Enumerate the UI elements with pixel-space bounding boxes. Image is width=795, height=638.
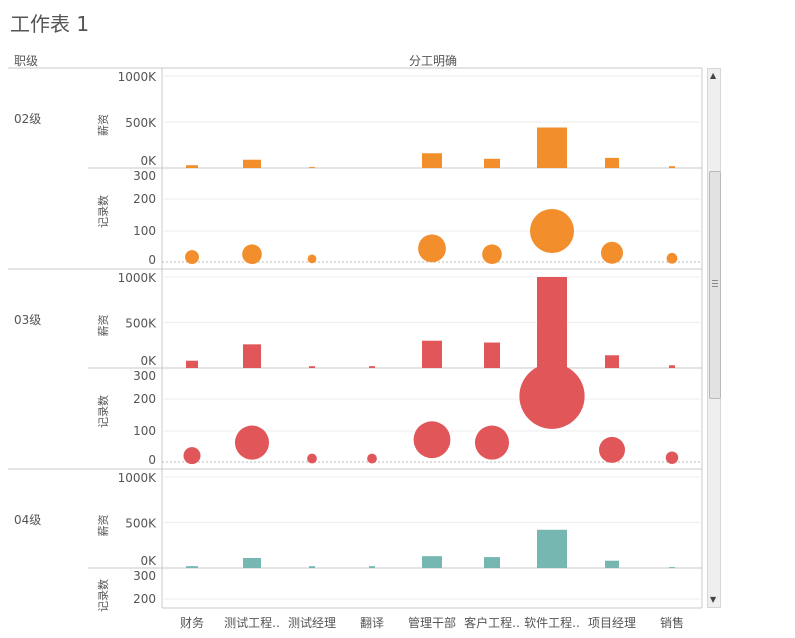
count-circle — [234, 425, 270, 460]
salary-bar — [309, 566, 315, 568]
count-circle — [482, 244, 502, 265]
count-circle — [418, 234, 446, 263]
count-circle — [242, 244, 262, 265]
salary-bar — [309, 167, 315, 168]
salary-axis-title: 薪资 — [97, 515, 110, 537]
count-tick-label: 0 — [148, 253, 156, 267]
salary-bar — [605, 355, 619, 368]
count-tick-label: 300 — [133, 569, 156, 583]
scroll-down-icon[interactable]: ▼ — [710, 595, 717, 604]
salary-bar — [186, 566, 198, 568]
count-circle — [474, 425, 510, 460]
count-tick-label: 200 — [133, 192, 156, 206]
count-circle — [519, 363, 585, 429]
salary-axis-title: 薪资 — [97, 315, 110, 337]
salary-bar — [369, 366, 375, 368]
scroll-thumb[interactable] — [709, 171, 721, 399]
salary-bar — [669, 166, 675, 168]
salary-bar — [537, 529, 567, 568]
salary-bar — [309, 366, 315, 368]
salary-tick-label: 1000K — [118, 70, 158, 84]
salary-tick-label: 500K — [125, 517, 157, 531]
count-circle — [307, 254, 317, 264]
count-tick-label: 100 — [133, 424, 156, 438]
x-label-8: 销售 — [659, 616, 684, 630]
count-circle — [183, 447, 201, 465]
x-label-7: 项目经理 — [587, 616, 636, 630]
scroll-up-icon[interactable]: ▲ — [710, 71, 717, 80]
salary-tick-label: 500K — [125, 116, 157, 130]
salary-bar — [484, 342, 500, 368]
count-tick-label: 200 — [133, 592, 156, 606]
count-tick-label: 100 — [133, 224, 156, 238]
salary-bar — [605, 157, 619, 168]
x-label-2: 测试经理 — [287, 616, 336, 630]
salary-bar — [243, 557, 261, 568]
salary-tick-label: 0K — [140, 154, 157, 168]
salary-bar — [537, 127, 567, 168]
salary-bar — [669, 365, 675, 368]
grip-line-icon — [712, 283, 718, 284]
count-circle — [601, 241, 623, 264]
x-label-0: 财务 — [179, 616, 204, 630]
salary-tick-label: 1000K — [118, 471, 158, 485]
salary-bar — [537, 277, 567, 368]
x-label-1: 测试工程.. — [224, 616, 280, 630]
salary-bar — [605, 560, 619, 568]
salary-bar — [186, 360, 198, 368]
row-label-02[interactable]: 02级 — [14, 112, 42, 126]
salary-bar — [484, 158, 500, 168]
salary-bar — [422, 340, 442, 368]
salary-bar — [186, 165, 198, 168]
salary-bar — [243, 159, 261, 168]
grip-line-icon — [712, 286, 718, 287]
salary-axis-title: 薪资 — [97, 114, 110, 136]
salary-bar — [369, 566, 375, 568]
salary-bar — [422, 556, 442, 568]
salary-tick-label: 0K — [140, 354, 157, 368]
x-label-5: 客户工程.. — [464, 616, 520, 630]
grip-line-icon — [712, 280, 718, 281]
count-axis-title: 记录数 — [97, 395, 110, 428]
count-circle — [666, 252, 678, 264]
salary-bar — [669, 567, 675, 568]
count-tick-label: 300 — [133, 369, 156, 383]
row-label-03[interactable]: 03级 — [14, 313, 42, 327]
salary-tick-label: 500K — [125, 317, 157, 331]
count-circle — [665, 451, 679, 464]
salary-tick-label: 1000K — [118, 271, 158, 285]
salary-bar — [484, 557, 500, 568]
salary-bar — [422, 153, 442, 168]
x-label-4: 管理干部 — [407, 616, 456, 630]
count-axis-title: 记录数 — [97, 579, 110, 612]
row-dimension-header[interactable]: 职级 — [14, 54, 39, 68]
count-axis-title: 记录数 — [97, 195, 110, 228]
row-label-04[interactable]: 04级 — [14, 513, 42, 527]
sheet-title: 工作表 1 — [10, 12, 90, 36]
count-circle — [413, 421, 451, 459]
salary-tick-label: 0K — [140, 554, 157, 568]
count-circle — [307, 453, 317, 464]
count-circle — [598, 436, 626, 463]
vertical-scrollbar[interactable]: ▲ ▼ — [707, 68, 721, 608]
count-circle — [185, 250, 199, 265]
count-circle — [530, 209, 574, 253]
x-label-6: 软件工程.. — [524, 616, 580, 630]
x-label-3: 翻译 — [359, 616, 384, 630]
count-circle — [367, 453, 377, 464]
count-tick-label: 0 — [148, 453, 156, 467]
count-tick-label: 300 — [133, 169, 156, 183]
column-dimension-header[interactable]: 分工明确 — [409, 54, 458, 68]
count-tick-label: 200 — [133, 392, 156, 406]
salary-bar — [243, 344, 261, 368]
